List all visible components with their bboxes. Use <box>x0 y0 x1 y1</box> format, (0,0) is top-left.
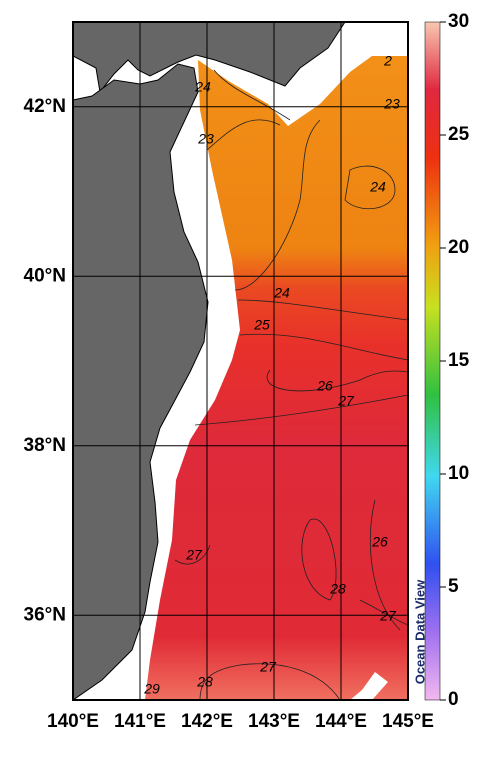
contour-label: 2 <box>383 53 392 69</box>
colorbar-tick-label: 25 <box>448 124 470 145</box>
colorbar-tick-label: 30 <box>448 11 469 32</box>
colorbar-tick-label: 15 <box>448 350 470 371</box>
watermark: Ocean Data View <box>412 579 427 684</box>
x-tick-label: 140°E <box>47 711 99 732</box>
x-tick-label: 142°E <box>181 711 233 732</box>
colorbar-tick-label: 10 <box>448 463 469 484</box>
contour-label: 23 <box>383 96 400 112</box>
contour-label: 24 <box>194 79 211 95</box>
contour-label: 25 <box>253 317 270 333</box>
contour-label: 26 <box>316 378 333 394</box>
contour-label: 23 <box>197 131 214 147</box>
x-tick-label: 145°E <box>382 711 434 732</box>
y-tick-label: 42°N <box>24 96 66 117</box>
contour-label: 27 <box>185 547 203 563</box>
contour-lines <box>174 69 409 701</box>
land <box>72 21 346 94</box>
contour-label: 24 <box>273 285 290 301</box>
contour-label: 24 <box>369 179 386 195</box>
sst-field <box>145 56 408 700</box>
colorbar-tick-label: 5 <box>448 576 459 597</box>
contour-label: 27 <box>337 393 355 409</box>
y-tick-label: 40°N <box>24 265 66 286</box>
y-tick-label: 36°N <box>24 604 66 625</box>
contour-label: 27 <box>259 659 277 675</box>
map-frame <box>72 21 409 701</box>
x-tick-label: 141°E <box>114 711 166 732</box>
colorbar-tick-label: 0 <box>448 689 459 710</box>
y-tick-label: 38°N <box>24 435 66 456</box>
contour-label: 28 <box>196 674 213 690</box>
x-tick-label: 144°E <box>315 711 367 732</box>
x-tick-label: 143°E <box>248 711 300 732</box>
contour-label: 27 <box>379 608 397 624</box>
contour-label: 26 <box>371 534 388 550</box>
contour-label: 29 <box>143 681 160 697</box>
colorbar-tick-label: 20 <box>448 237 469 258</box>
contour-label: 28 <box>329 581 346 597</box>
